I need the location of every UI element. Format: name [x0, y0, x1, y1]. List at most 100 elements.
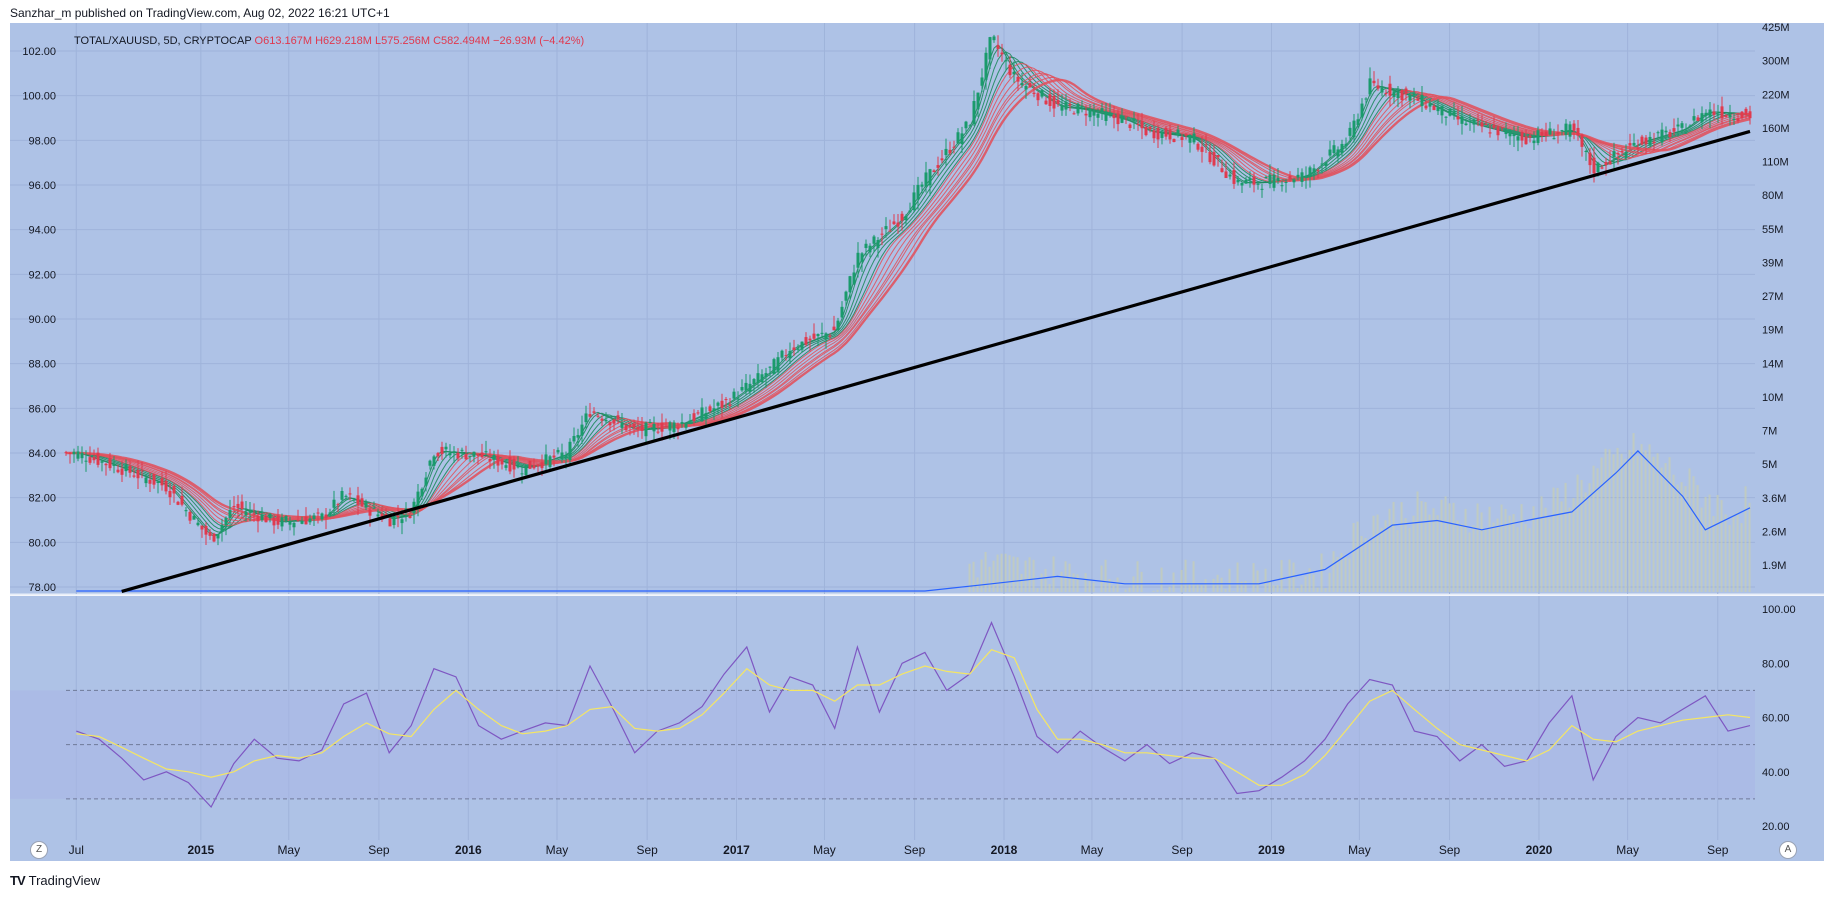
candle-body	[1076, 103, 1080, 114]
candle-body	[820, 332, 824, 334]
volume-bar	[1000, 553, 1003, 592]
right-axis-tick: 39M	[1762, 257, 1783, 269]
candle-body	[1520, 132, 1524, 141]
candle-body	[1384, 92, 1388, 94]
volume-bar	[1152, 590, 1155, 592]
candle-body	[1568, 124, 1572, 137]
candle-body	[128, 465, 132, 473]
volume-bar	[1028, 557, 1031, 592]
auto-scale-button[interactable]: A	[1779, 841, 1797, 859]
candle-body	[1304, 175, 1308, 178]
candle-body	[1232, 169, 1236, 184]
candle-body	[1708, 109, 1712, 118]
volume-bar	[1464, 508, 1467, 592]
legend-ohlc: O613.167M H629.218M L575.256M C582.494M …	[254, 35, 585, 47]
volume-bar	[1504, 508, 1507, 592]
candle-body	[1104, 111, 1108, 121]
candle-body	[1720, 106, 1724, 119]
candle-body	[184, 510, 188, 512]
volume-bar	[1204, 579, 1207, 592]
ma-ribbon-line	[66, 60, 1751, 528]
candle-body	[1676, 124, 1680, 127]
volume-bar	[1056, 588, 1059, 592]
volume-bar	[1200, 584, 1203, 592]
candle-body	[156, 481, 160, 483]
candle-body	[1632, 142, 1636, 146]
candle-body	[1212, 152, 1216, 166]
candle-body	[92, 457, 96, 461]
candle-body	[1320, 163, 1324, 165]
volume-bar	[1636, 456, 1639, 592]
candle-body	[1412, 93, 1416, 96]
volume-bar	[1532, 506, 1535, 592]
candle-body	[1552, 138, 1556, 140]
candle-body	[120, 468, 124, 475]
candle-body	[464, 454, 468, 460]
candle-body	[108, 458, 112, 469]
candle-body	[1716, 114, 1720, 116]
candle-body	[228, 510, 232, 519]
candle-body	[1160, 132, 1164, 138]
candle-body	[588, 414, 592, 417]
volume-bar	[1280, 560, 1283, 592]
volume-bar	[1060, 571, 1063, 592]
candle-body	[1608, 161, 1612, 165]
candle-body	[1592, 157, 1596, 174]
candle-body	[1548, 128, 1552, 135]
volume-bar	[1232, 591, 1235, 592]
candle-body	[948, 149, 952, 154]
volume-bar	[1072, 573, 1075, 592]
volume-bar	[1444, 496, 1447, 592]
volume-bar	[1012, 556, 1015, 592]
ma-ribbon-line	[66, 66, 1751, 524]
candle-body	[300, 521, 304, 524]
candle-body	[1644, 137, 1648, 145]
candle-body	[1472, 119, 1476, 125]
candle-body	[1512, 134, 1516, 137]
candle-body	[516, 465, 520, 468]
volume-bar	[1064, 561, 1067, 592]
volume-bar	[1304, 576, 1307, 592]
volume-bar	[1624, 458, 1627, 592]
volume-bar	[1312, 574, 1315, 592]
candle-body	[864, 243, 868, 249]
candle-body	[448, 452, 452, 456]
volume-bar	[996, 554, 999, 592]
candle-body	[1576, 127, 1580, 136]
volume-bar	[1160, 567, 1163, 592]
candle-body	[896, 222, 900, 227]
candle-body	[164, 480, 168, 492]
ma-ribbon-line	[66, 62, 1751, 527]
candle-body	[1296, 174, 1300, 178]
candle-body	[148, 479, 152, 484]
volume-bar	[1628, 449, 1631, 592]
candle-body	[64, 452, 68, 454]
volume-bar	[1664, 463, 1667, 592]
candle-body	[232, 505, 236, 508]
candle-body	[1108, 112, 1112, 115]
volume-bar	[1296, 588, 1299, 592]
candle-body	[376, 514, 380, 517]
candle-body	[472, 451, 476, 457]
footer-brand[interactable]: TV TradingView	[10, 873, 100, 888]
time-axis-tick: May	[277, 843, 300, 857]
candle-body	[1448, 109, 1452, 116]
candle-body	[1564, 123, 1568, 135]
candle-body	[280, 517, 284, 527]
candle-body	[424, 477, 428, 486]
candle-body	[740, 386, 744, 391]
candle-body	[952, 146, 956, 148]
candle-body	[1176, 129, 1180, 136]
candle-body	[932, 170, 936, 173]
candle-body	[496, 455, 500, 466]
volume-bar	[984, 551, 987, 592]
volume-bar	[1572, 498, 1575, 592]
time-axis-tick: 2017	[723, 843, 750, 857]
candle-body	[908, 210, 912, 213]
time-axis-tick: 2019	[1258, 843, 1285, 857]
volume-bar	[1456, 520, 1459, 592]
zoom-reset-button[interactable]: Z	[30, 841, 48, 859]
candle-body	[568, 441, 572, 461]
rsi-line	[76, 621, 1751, 809]
